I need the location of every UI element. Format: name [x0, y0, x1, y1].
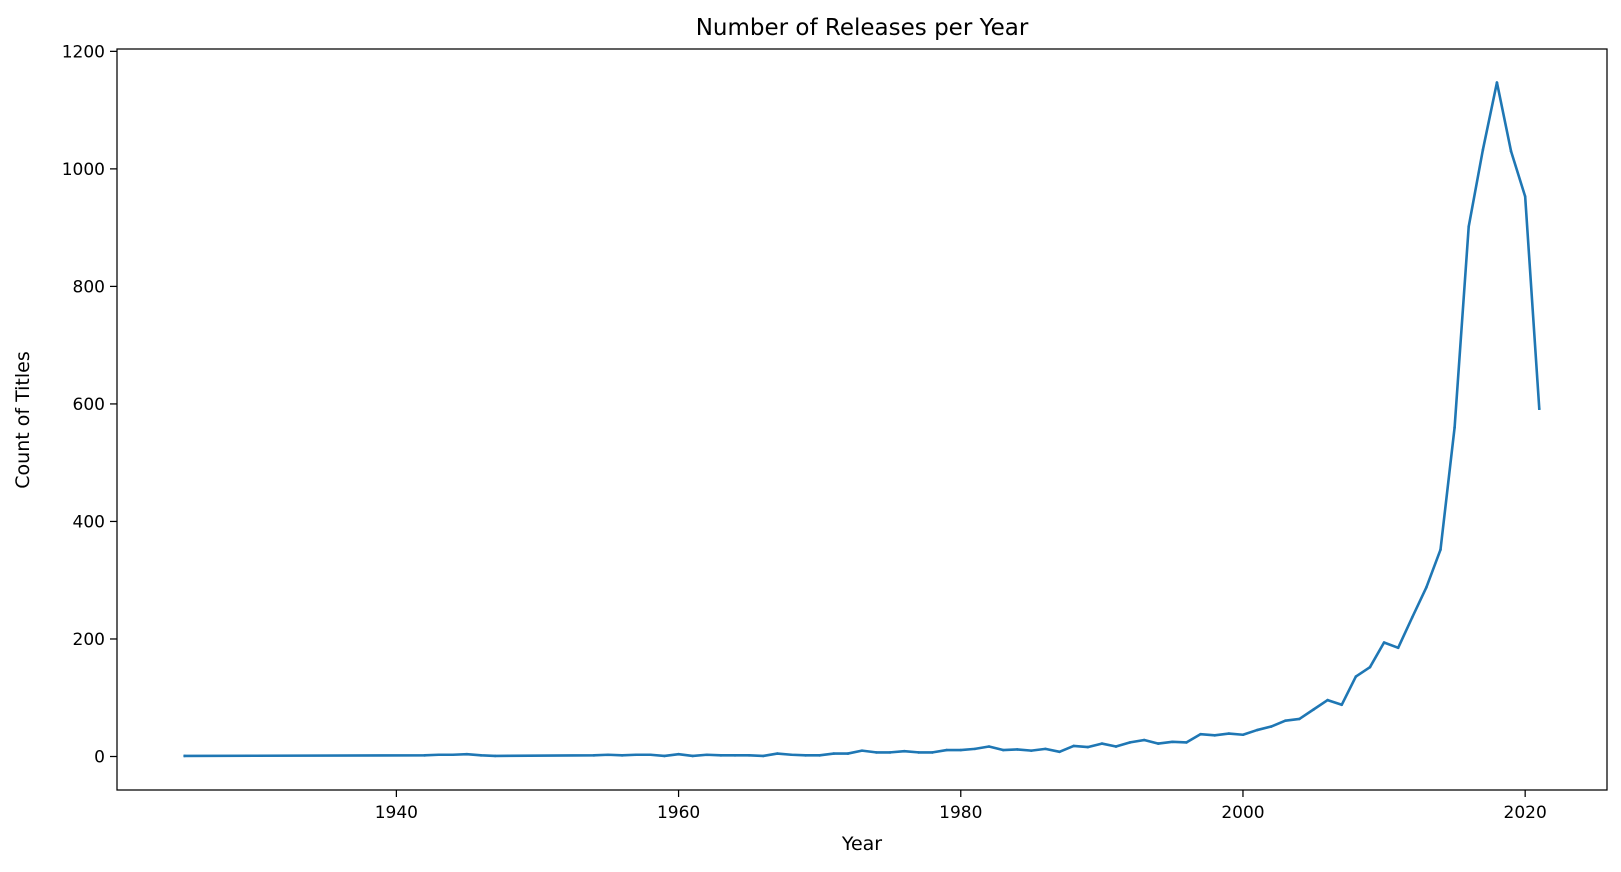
data-point	[733, 754, 737, 757]
data-point	[1157, 742, 1160, 745]
y-tick-label: 200	[73, 630, 105, 650]
series-group	[183, 81, 1541, 758]
data-point	[1072, 744, 1075, 748]
data-point	[1312, 708, 1315, 711]
data-point	[973, 747, 977, 751]
data-point	[804, 754, 807, 757]
data-point	[1058, 750, 1061, 754]
data-point	[183, 754, 187, 758]
data-point	[465, 752, 469, 756]
data-point	[1269, 725, 1273, 728]
data-point	[874, 751, 878, 754]
data-point	[691, 754, 694, 758]
data-point	[649, 753, 652, 757]
data-point	[1326, 698, 1329, 702]
data-point	[1340, 703, 1344, 707]
data-point	[1382, 641, 1386, 644]
y-axis: 0 200 400 600 800 1000 1200	[62, 42, 117, 768]
data-point	[1298, 717, 1301, 721]
data-point	[1495, 81, 1499, 84]
data-point	[1255, 728, 1259, 732]
chart-title: Number of Releases per Year	[696, 15, 1029, 41]
data-point	[1213, 734, 1217, 737]
data-point	[818, 754, 821, 757]
data-point	[1354, 675, 1358, 678]
data-point	[1410, 615, 1414, 619]
data-point	[1368, 665, 1372, 669]
data-point	[1425, 585, 1428, 589]
data-point	[451, 753, 455, 757]
data-point	[1467, 225, 1471, 228]
data-point	[1199, 732, 1202, 736]
data-point	[747, 754, 751, 757]
plot-area: 0 200 400 600 800 1000 1200 1940 1960 1980 2000 20…	[62, 42, 1608, 823]
plot-background	[117, 49, 1607, 790]
x-tick-label: 2020	[1504, 803, 1547, 823]
data-point	[860, 749, 864, 752]
x-axis-label: Year	[841, 833, 882, 855]
data-point	[1537, 407, 1541, 410]
data-point	[945, 748, 948, 752]
y-tick-label: 800	[73, 277, 105, 297]
y-tick-label: 600	[73, 395, 105, 415]
data-point	[719, 754, 723, 757]
data-point	[931, 751, 934, 754]
data-point	[776, 752, 779, 755]
data-point	[493, 754, 497, 758]
x-tick-label: 1960	[657, 803, 700, 823]
y-tick-label: 1000	[62, 160, 105, 180]
data-point	[1171, 740, 1174, 744]
data-point	[832, 752, 836, 755]
data-point	[677, 752, 680, 756]
data-point	[1100, 742, 1104, 745]
data-point	[1439, 548, 1442, 551]
x-tick-label: 1980	[939, 803, 982, 823]
data-point	[705, 753, 709, 757]
plot-frame	[116, 48, 1608, 791]
x-axis: 1940 1960 1980 2000 2020	[375, 790, 1547, 823]
data-point	[790, 753, 793, 757]
data-point	[917, 751, 920, 754]
data-point	[1114, 745, 1118, 748]
data-point	[423, 754, 426, 757]
data-point	[959, 748, 963, 752]
data-point	[1044, 747, 1047, 751]
y-tick-label: 1200	[62, 42, 105, 62]
data-point	[1030, 749, 1033, 752]
data-point	[1523, 195, 1527, 198]
data-point	[620, 754, 624, 757]
data-point	[663, 754, 666, 758]
data-point	[437, 753, 441, 757]
x-tick-label: 1940	[375, 803, 418, 823]
data-point	[888, 751, 892, 754]
data-point	[1015, 748, 1019, 751]
y-tick-label: 0	[94, 748, 105, 768]
y-axis-label: Count of Titles	[12, 351, 34, 488]
x-tick-label: 2000	[1221, 803, 1264, 823]
data-point	[903, 749, 906, 753]
data-point	[1086, 745, 1090, 749]
y-tick-label: 400	[73, 512, 105, 532]
data-point	[1128, 741, 1132, 744]
data-point	[1481, 148, 1485, 152]
data-point	[1185, 741, 1188, 744]
data-point	[1453, 426, 1456, 429]
data-point	[592, 754, 596, 757]
data-point	[1509, 149, 1513, 153]
data-point	[1241, 733, 1245, 737]
data-point	[1142, 738, 1146, 742]
data-point	[1284, 719, 1287, 722]
data-point	[1227, 732, 1231, 735]
data-point	[846, 752, 850, 755]
data-point	[761, 754, 765, 758]
data-point	[1001, 748, 1005, 752]
data-point	[606, 753, 610, 757]
data-point	[634, 753, 638, 757]
data-point	[479, 754, 483, 757]
data-point	[1396, 646, 1400, 650]
data-point	[987, 745, 991, 748]
